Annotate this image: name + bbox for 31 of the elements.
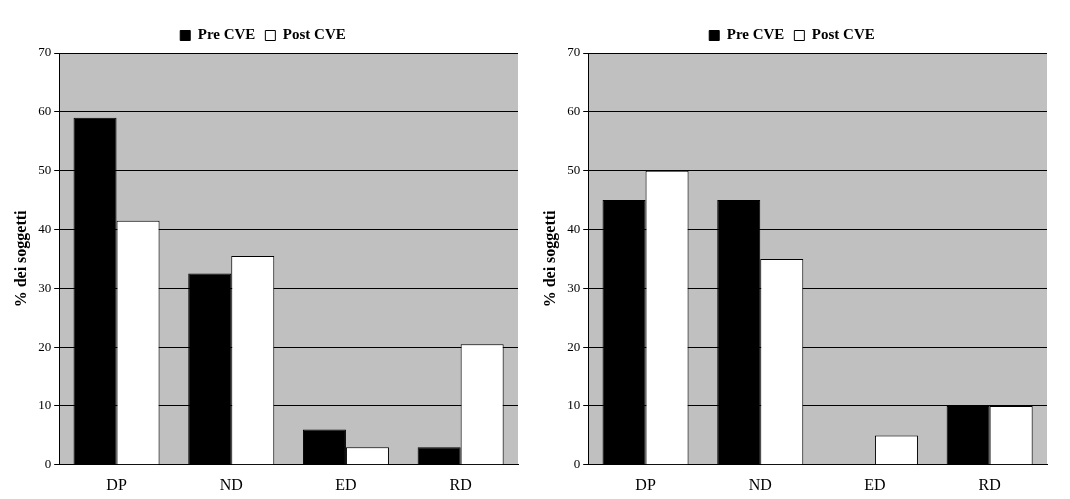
y-tick-label: 70 — [38, 44, 52, 60]
y-tick-label: 60 — [38, 103, 52, 119]
y-tick-label: 10 — [38, 397, 52, 413]
y-axis-title: % dei soggetti — [540, 209, 559, 308]
y-axis-title: % dei soggetti — [11, 209, 30, 308]
x-tick-label: ND — [748, 475, 772, 493]
y-tick-label: 0 — [573, 456, 581, 472]
y-tick-label: 20 — [567, 338, 581, 354]
y-tick-label: 20 — [38, 338, 52, 354]
y-tick-label: 40 — [567, 220, 581, 236]
x-tick-label: ND — [219, 475, 243, 493]
x-tick-label: RD — [978, 475, 1001, 493]
y-tick-label: 30 — [38, 279, 52, 295]
x-tick-label: ED — [335, 475, 357, 493]
y-tick-label: 30 — [567, 279, 581, 295]
y-tick-label: 0 — [44, 456, 52, 472]
y-tick-label: 50 — [38, 162, 52, 178]
bar — [302, 429, 346, 465]
legend-label: Pre CVE — [197, 26, 256, 43]
y-tick-label: 60 — [567, 103, 581, 119]
legend-label: Pre CVE — [726, 26, 785, 43]
y-tick-label: 10 — [567, 397, 581, 413]
legend-label: Post CVE — [282, 26, 346, 43]
y-tick-label: 50 — [567, 162, 581, 178]
x-tick-label: RD — [449, 475, 472, 493]
y-tick-label: 70 — [567, 44, 581, 60]
y-tick-label: 40 — [38, 220, 52, 236]
x-tick-label: DP — [106, 475, 127, 493]
x-tick-label: DP — [635, 475, 656, 493]
legend-label: Post CVE — [811, 26, 875, 43]
x-tick-label: ED — [864, 475, 886, 493]
